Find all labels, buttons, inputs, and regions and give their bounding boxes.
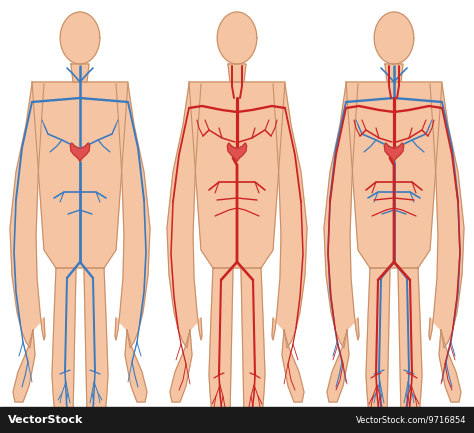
Polygon shape (282, 330, 304, 402)
Text: VectorStock.com/9716854: VectorStock.com/9716854 (356, 416, 466, 424)
Polygon shape (228, 143, 246, 162)
Polygon shape (189, 82, 285, 268)
Polygon shape (346, 82, 442, 268)
Polygon shape (327, 330, 349, 402)
Polygon shape (167, 84, 202, 348)
Polygon shape (385, 64, 403, 82)
Polygon shape (272, 84, 307, 348)
Polygon shape (170, 330, 192, 402)
Polygon shape (70, 143, 90, 162)
Polygon shape (241, 268, 265, 422)
Polygon shape (324, 84, 359, 348)
Polygon shape (228, 64, 246, 82)
Polygon shape (52, 268, 76, 422)
Polygon shape (439, 330, 461, 402)
Bar (0, 407, 474, 433)
Polygon shape (429, 84, 464, 348)
Polygon shape (60, 12, 100, 64)
Polygon shape (10, 84, 45, 348)
Polygon shape (13, 330, 35, 402)
Polygon shape (32, 82, 128, 268)
Polygon shape (384, 143, 404, 162)
Text: VectorStock: VectorStock (8, 415, 83, 425)
Polygon shape (115, 84, 150, 348)
Polygon shape (374, 12, 414, 64)
Polygon shape (398, 268, 422, 422)
Polygon shape (125, 330, 147, 402)
Polygon shape (217, 12, 257, 64)
Polygon shape (209, 268, 233, 422)
Polygon shape (71, 64, 89, 82)
Polygon shape (366, 268, 390, 422)
Polygon shape (84, 268, 108, 422)
